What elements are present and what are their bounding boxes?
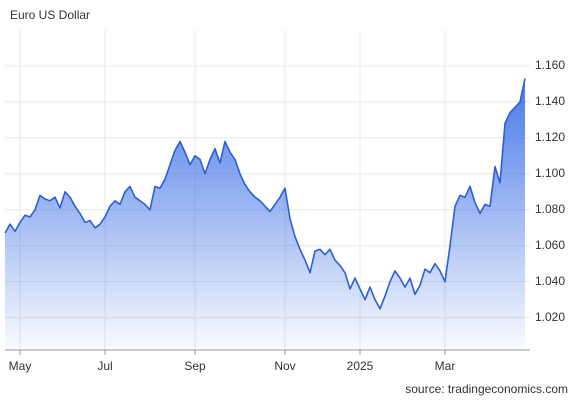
x-tick-label: 2025 xyxy=(347,359,374,373)
x-tick-label: May xyxy=(9,359,32,373)
line xyxy=(4,78,526,310)
y-tick-label: 1.040 xyxy=(535,274,565,288)
chart-title: Euro US Dollar xyxy=(10,8,90,22)
y-tick-label: 1.140 xyxy=(535,94,565,108)
x-tick-label: Mar xyxy=(435,359,456,373)
x-tick-label: Jul xyxy=(97,359,112,373)
y-tick-label: 1.060 xyxy=(535,238,565,252)
area xyxy=(5,78,525,350)
y-tick-label: 1.080 xyxy=(535,202,565,216)
y-tick-label: 1.020 xyxy=(535,310,565,324)
x-tick-label: Sep xyxy=(184,359,206,373)
source: source: tradingeconomics.com xyxy=(405,382,568,396)
y-tick-label: 1.120 xyxy=(535,130,565,144)
y-tick-label: 1.160 xyxy=(535,58,565,72)
x-tick-label: Nov xyxy=(274,359,295,373)
y-tick-label: 1.100 xyxy=(535,166,565,180)
